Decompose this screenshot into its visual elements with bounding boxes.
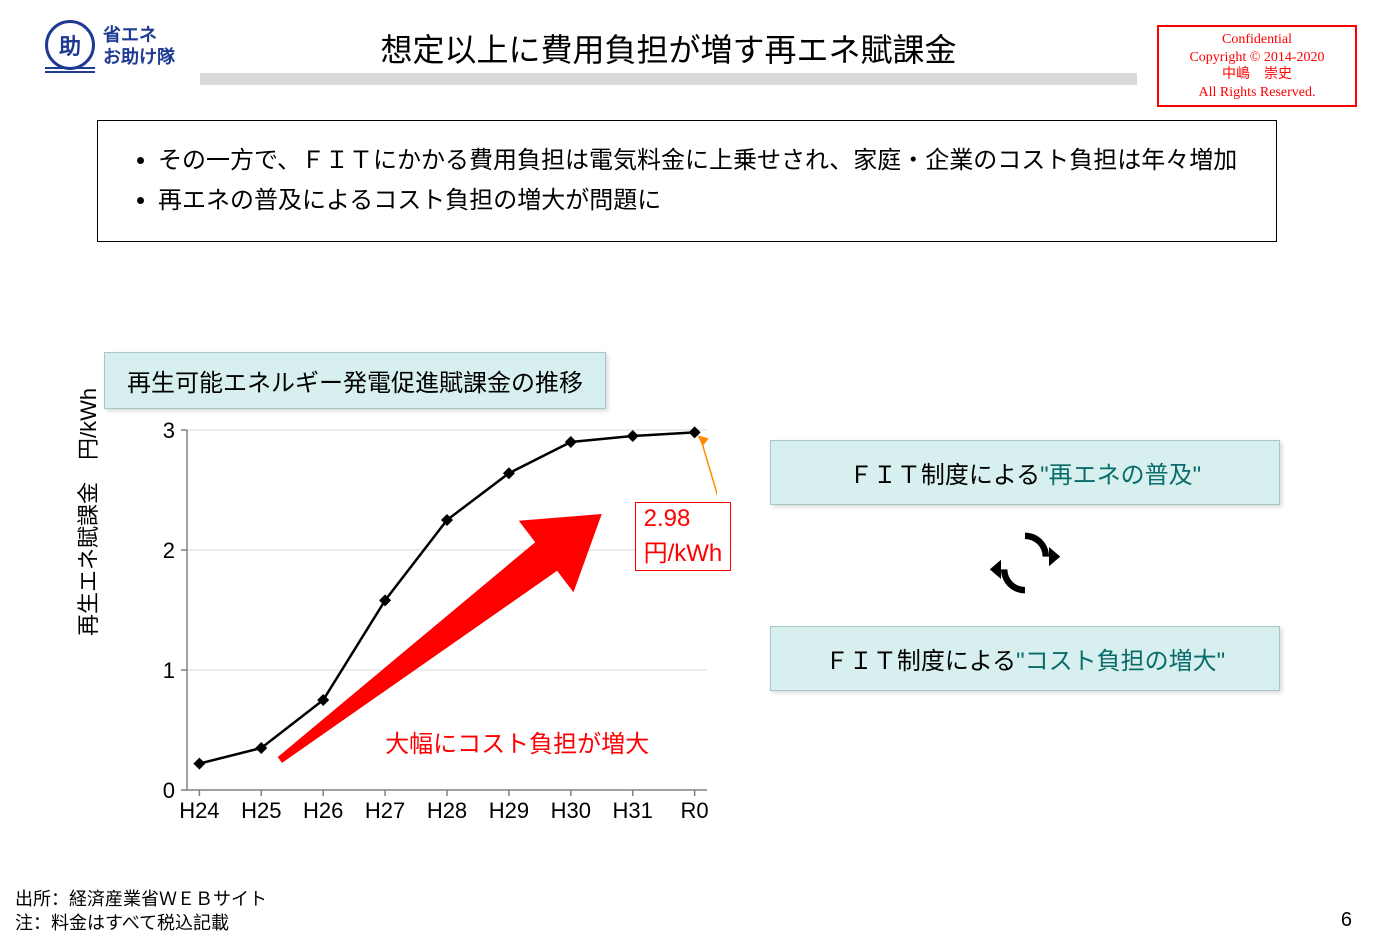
confidential-l2: Copyright © 2014-2020 <box>1163 49 1351 67</box>
chart-area: 再生エネ賦課金 円/kWh 0123H24H25H26H27H28H29H30H… <box>97 420 717 830</box>
cycle-box-2: ＦＩＴ制度による"コスト負担の増大" <box>770 626 1280 691</box>
logo-base-icon <box>45 67 95 73</box>
svg-text:0: 0 <box>163 778 175 803</box>
logo-line1: 省エネ <box>103 25 175 47</box>
cycle-box-1-prefix: ＦＩＴ制度による <box>849 462 1040 489</box>
footer-notes: 出所：経済産業省ＷＥＢサイト 注：料金はすべて税込記載 <box>15 888 267 935</box>
y-axis-label: 再生エネ賦課金 円/kWh <box>71 388 103 636</box>
svg-text:H31: H31 <box>613 798 653 823</box>
svg-text:2: 2 <box>163 538 175 563</box>
logo-mark: 助 <box>45 20 95 73</box>
confidential-l4: All Rights Reserved. <box>1163 84 1351 102</box>
cycle-box-1: ＦＩＴ制度による"再エネの普及" <box>770 440 1280 505</box>
cost-increase-label: 大幅にコスト負担が増大 <box>385 724 649 759</box>
confidential-stamp: Confidential Copyright © 2014-2020 中嶋 崇史… <box>1157 25 1357 107</box>
value-callout: 2.98円/kWh <box>635 502 732 571</box>
logo-text: 省エネ お助け隊 <box>103 25 175 68</box>
svg-text:3: 3 <box>163 420 175 443</box>
line-chart: 0 1 2 3 H24 H25 H26 H27 H28 H29 H30 H31 R0 <box>97 420 717 830</box>
cycle-box-2-quote: "コスト負担の増大" <box>1016 648 1225 675</box>
svg-text:H28: H28 <box>427 798 467 823</box>
footer-note: 注：料金はすべて税込記載 <box>15 912 267 935</box>
cycle-diagram: ＦＩＴ制度による"再エネの普及" ＦＩＴ制度による"コスト負担の増大" <box>770 440 1280 691</box>
summary-bullet-2: 再エネの普及によるコスト負担の増大が問題に <box>158 183 1246 219</box>
summary-bullet-1: その一方で、ＦＩＴにかかる費用負担は電気料金に上乗せされ、家庭・企業のコスト負担… <box>158 143 1246 179</box>
confidential-l1: Confidential <box>1163 31 1351 49</box>
cycle-arrow-icon <box>770 523 1280 608</box>
confidential-l3: 中嶋 崇史 <box>1163 66 1351 84</box>
cycle-box-2-prefix: ＦＩＴ制度による <box>825 648 1016 675</box>
svg-text:H25: H25 <box>241 798 281 823</box>
logo: 助 省エネ お助け隊 <box>45 20 175 73</box>
svg-text:H30: H30 <box>551 798 591 823</box>
page-number: 6 <box>1341 909 1352 932</box>
svg-text:1: 1 <box>163 658 175 683</box>
logo-circle: 助 <box>45 20 95 70</box>
logo-line2: お助け隊 <box>103 47 175 69</box>
chart-subtitle: 再生可能エネルギー発電促進賦課金の推移 <box>104 352 606 409</box>
svg-text:H24: H24 <box>179 798 219 823</box>
svg-text:H27: H27 <box>365 798 405 823</box>
title-underline <box>200 73 1137 85</box>
title-bar: 想定以上に費用負担が増す再エネ賦課金 <box>200 15 1137 85</box>
svg-text:R0: R0 <box>681 798 709 823</box>
slide-header: 助 省エネ お助け隊 想定以上に費用負担が増す再エネ賦課金 Confidenti… <box>0 15 1377 85</box>
page-title: 想定以上に費用負担が増す再エネ賦課金 <box>200 25 1137 71</box>
summary-box: その一方で、ＦＩＴにかかる費用負担は電気料金に上乗せされ、家庭・企業のコスト負担… <box>97 120 1277 242</box>
svg-text:H26: H26 <box>303 798 343 823</box>
svg-text:H29: H29 <box>489 798 529 823</box>
footer-source: 出所：経済産業省ＷＥＢサイト <box>15 888 267 911</box>
cycle-box-1-quote: "再エネの普及" <box>1040 462 1201 489</box>
